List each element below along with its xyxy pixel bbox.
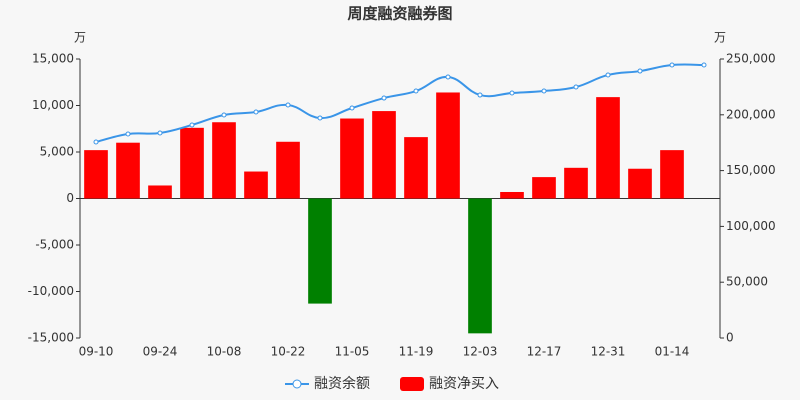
legend-swatch (400, 377, 424, 391)
bar (84, 150, 108, 199)
bar (340, 118, 364, 199)
bar (244, 171, 268, 199)
bar (660, 150, 684, 199)
y2-unit: 万 (714, 31, 726, 45)
line-point (669, 62, 675, 68)
chart-title: 周度融资融券图 (347, 5, 452, 23)
line-point (349, 105, 355, 111)
bar (500, 191, 524, 199)
bar (116, 142, 140, 199)
bar (372, 111, 396, 199)
y2-tick-label: 250,000 (726, 52, 776, 66)
y-tick-label: 5,000 (40, 145, 74, 159)
legend-label: 融资净买入 (429, 376, 499, 392)
line-point (541, 88, 547, 94)
legend-label: 融资余额 (314, 375, 370, 392)
y-unit: 万 (74, 31, 86, 45)
x-tick-label: 12-31 (591, 345, 626, 359)
bar (148, 185, 172, 199)
line-point (637, 68, 643, 74)
y2-tick-label: 0 (726, 331, 734, 345)
y-tick-label: 15,000 (32, 52, 74, 66)
line-point (573, 84, 579, 90)
line-point (253, 109, 259, 115)
line-point (125, 131, 131, 137)
bar (628, 168, 652, 199)
bar (404, 137, 428, 199)
bar (436, 92, 460, 199)
y-tick-label: -10,000 (28, 284, 74, 298)
bar (532, 177, 556, 199)
x-tick-label: 10-08 (207, 345, 242, 359)
line-point (285, 102, 291, 108)
x-tick-label: 12-17 (527, 345, 562, 359)
bar (596, 97, 620, 199)
bar (276, 141, 300, 199)
x-tick-label: 11-05 (335, 345, 370, 359)
x-tick-label: 09-10 (79, 345, 114, 359)
line-point (317, 115, 323, 121)
y2-tick-label: 100,000 (726, 219, 776, 233)
x-tick-label: 09-24 (143, 345, 178, 359)
x-tick-label: 10-22 (271, 345, 306, 359)
legend-marker (292, 379, 302, 389)
line (95, 63, 705, 143)
y-tick-label: -15,000 (28, 331, 74, 345)
bar (468, 198, 492, 334)
line-point (93, 139, 99, 145)
y2-tick-label: 50,000 (726, 275, 768, 289)
y-tick-label: 0 (66, 191, 74, 205)
bar (564, 167, 588, 199)
line-point (413, 88, 419, 94)
x-tick-label: 11-19 (399, 345, 434, 359)
bar (212, 122, 236, 199)
bar (180, 127, 204, 199)
line-point (381, 95, 387, 101)
x-tick-label: 12-03 (463, 345, 498, 359)
line-point (477, 92, 483, 98)
line-point (605, 72, 611, 78)
line-point (701, 62, 707, 68)
bar (308, 198, 332, 304)
y-tick-label: -5,000 (35, 238, 74, 252)
y-tick-label: 10,000 (32, 98, 74, 112)
line-point (189, 122, 195, 128)
y2-tick-label: 150,000 (726, 163, 776, 177)
line-point (157, 130, 163, 136)
line-point (445, 74, 451, 80)
line-point (221, 112, 227, 118)
x-tick-label: 01-14 (655, 345, 690, 359)
y2-tick-label: 200,000 (726, 107, 776, 121)
line-point (509, 90, 515, 96)
